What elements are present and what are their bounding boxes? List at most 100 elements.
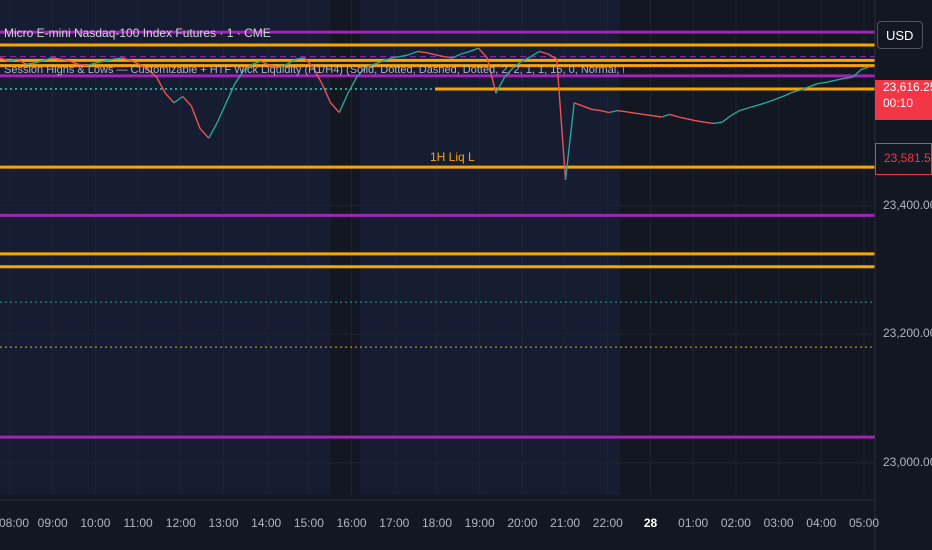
price-candle xyxy=(539,50,549,55)
price-candle xyxy=(391,55,401,59)
price-candle xyxy=(721,115,732,123)
time-tick-label: 17:00 xyxy=(379,516,410,530)
price-tick-label: 23,000.00 xyxy=(883,454,932,469)
time-tick-label: 09:00 xyxy=(37,516,68,530)
price-candle xyxy=(330,102,340,113)
price-candle xyxy=(495,76,506,94)
last-price-badge: 23,616.25 00:10 xyxy=(875,80,932,120)
symbol-title[interactable]: Micro E-mini Nasdaq-100 Index Futures · … xyxy=(4,26,271,40)
price-candle xyxy=(852,68,862,78)
price-candle xyxy=(147,68,158,78)
price-candle xyxy=(104,58,114,62)
time-tick-label: 01:00 xyxy=(678,516,709,530)
time-tick-label: 05:00 xyxy=(848,516,880,530)
price-candle xyxy=(687,118,697,122)
price-candle xyxy=(95,60,105,64)
price-candle xyxy=(138,63,149,71)
price-candle xyxy=(52,57,62,60)
price-tick-label: 23,200.00 xyxy=(883,326,932,341)
price-candle xyxy=(356,67,366,78)
price-candle xyxy=(208,121,219,139)
price-candle xyxy=(34,59,44,64)
price-candle xyxy=(60,58,70,62)
price-candle xyxy=(382,57,392,62)
price-candle xyxy=(121,57,131,62)
price-candle xyxy=(617,109,627,113)
price-candle xyxy=(774,95,784,101)
session-band xyxy=(0,0,330,495)
price-candle xyxy=(800,86,810,91)
time-tick-label: 03:00 xyxy=(763,516,794,530)
time-tick-label: 18:00 xyxy=(421,516,453,530)
time-tick-label: 12:00 xyxy=(165,516,196,530)
time-tick-label: 19:00 xyxy=(464,516,495,530)
price-candle xyxy=(426,52,436,56)
price-candle xyxy=(521,55,532,62)
last-price-value: 23,616.25 xyxy=(883,80,932,94)
bar-countdown: 00:10 xyxy=(883,96,914,110)
price-candle xyxy=(791,89,801,94)
price-candle xyxy=(626,111,636,114)
price-candle xyxy=(556,59,567,181)
price-candle xyxy=(278,63,288,69)
price-candle xyxy=(469,47,479,53)
price-candle xyxy=(730,109,740,117)
price-candle xyxy=(303,57,314,68)
price-candle xyxy=(530,50,540,58)
price-candle xyxy=(417,50,427,54)
currency-button[interactable]: USD xyxy=(877,21,923,49)
price-candle xyxy=(808,82,819,88)
price-candle xyxy=(17,58,27,65)
time-tick-label: 22:00 xyxy=(592,516,623,530)
price-candle xyxy=(130,59,140,65)
price-candle xyxy=(460,50,470,55)
price-candle xyxy=(8,58,18,62)
price-candle xyxy=(25,62,35,65)
price-candle xyxy=(817,81,827,85)
price-candle xyxy=(182,95,192,107)
liquidity-label: 1H Liq L xyxy=(430,150,475,164)
price-candle xyxy=(78,63,88,67)
price-candle xyxy=(373,60,384,65)
price-candle xyxy=(504,67,514,78)
price-candle xyxy=(155,76,166,94)
price-candle xyxy=(112,57,122,60)
price-candle xyxy=(400,53,410,58)
price-candle xyxy=(286,58,297,65)
price-candle xyxy=(713,121,723,125)
session-band xyxy=(360,0,620,495)
level-price-badge: 23,581.50 xyxy=(875,143,932,175)
price-candle xyxy=(695,120,705,123)
price-candle xyxy=(748,104,758,109)
price-candle xyxy=(164,92,175,104)
indicator-legend[interactable]: Session Highs & Lows — Customizable + HT… xyxy=(4,64,624,76)
time-tick-label: 13:00 xyxy=(208,516,239,530)
time-tick-label: 20:00 xyxy=(507,516,538,530)
time-tick-label: 21:00 xyxy=(550,516,581,530)
price-candle xyxy=(173,95,184,104)
price-candle xyxy=(312,67,323,84)
time-tick-label: 11:00 xyxy=(123,516,153,530)
price-candle xyxy=(669,113,679,118)
price-candle xyxy=(564,102,575,181)
price-candle xyxy=(321,83,332,104)
price-tick-label: 23,400.00 xyxy=(883,197,932,212)
time-tick-label: 14:00 xyxy=(251,516,282,530)
price-candle xyxy=(843,76,853,80)
price-candle xyxy=(756,102,766,107)
price-candle xyxy=(608,109,618,114)
price-candle xyxy=(486,57,497,94)
price-candle xyxy=(573,102,584,107)
price-candle xyxy=(582,105,592,110)
time-tick-label: 02:00 xyxy=(720,516,751,530)
price-candle xyxy=(69,60,79,65)
time-tick-label: 28 xyxy=(643,516,658,530)
price-candle xyxy=(295,57,305,60)
price-candle xyxy=(434,53,444,58)
price-candle xyxy=(347,76,358,94)
price-candle xyxy=(547,53,558,60)
time-tick-label: 16:00 xyxy=(336,516,367,530)
price-candle xyxy=(260,60,271,67)
